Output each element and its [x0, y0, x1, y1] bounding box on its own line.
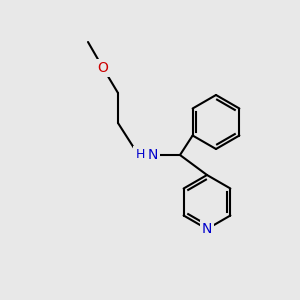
- Text: N: N: [202, 222, 212, 236]
- Text: O: O: [98, 61, 108, 75]
- Text: H: H: [135, 148, 145, 161]
- Text: N: N: [148, 148, 158, 162]
